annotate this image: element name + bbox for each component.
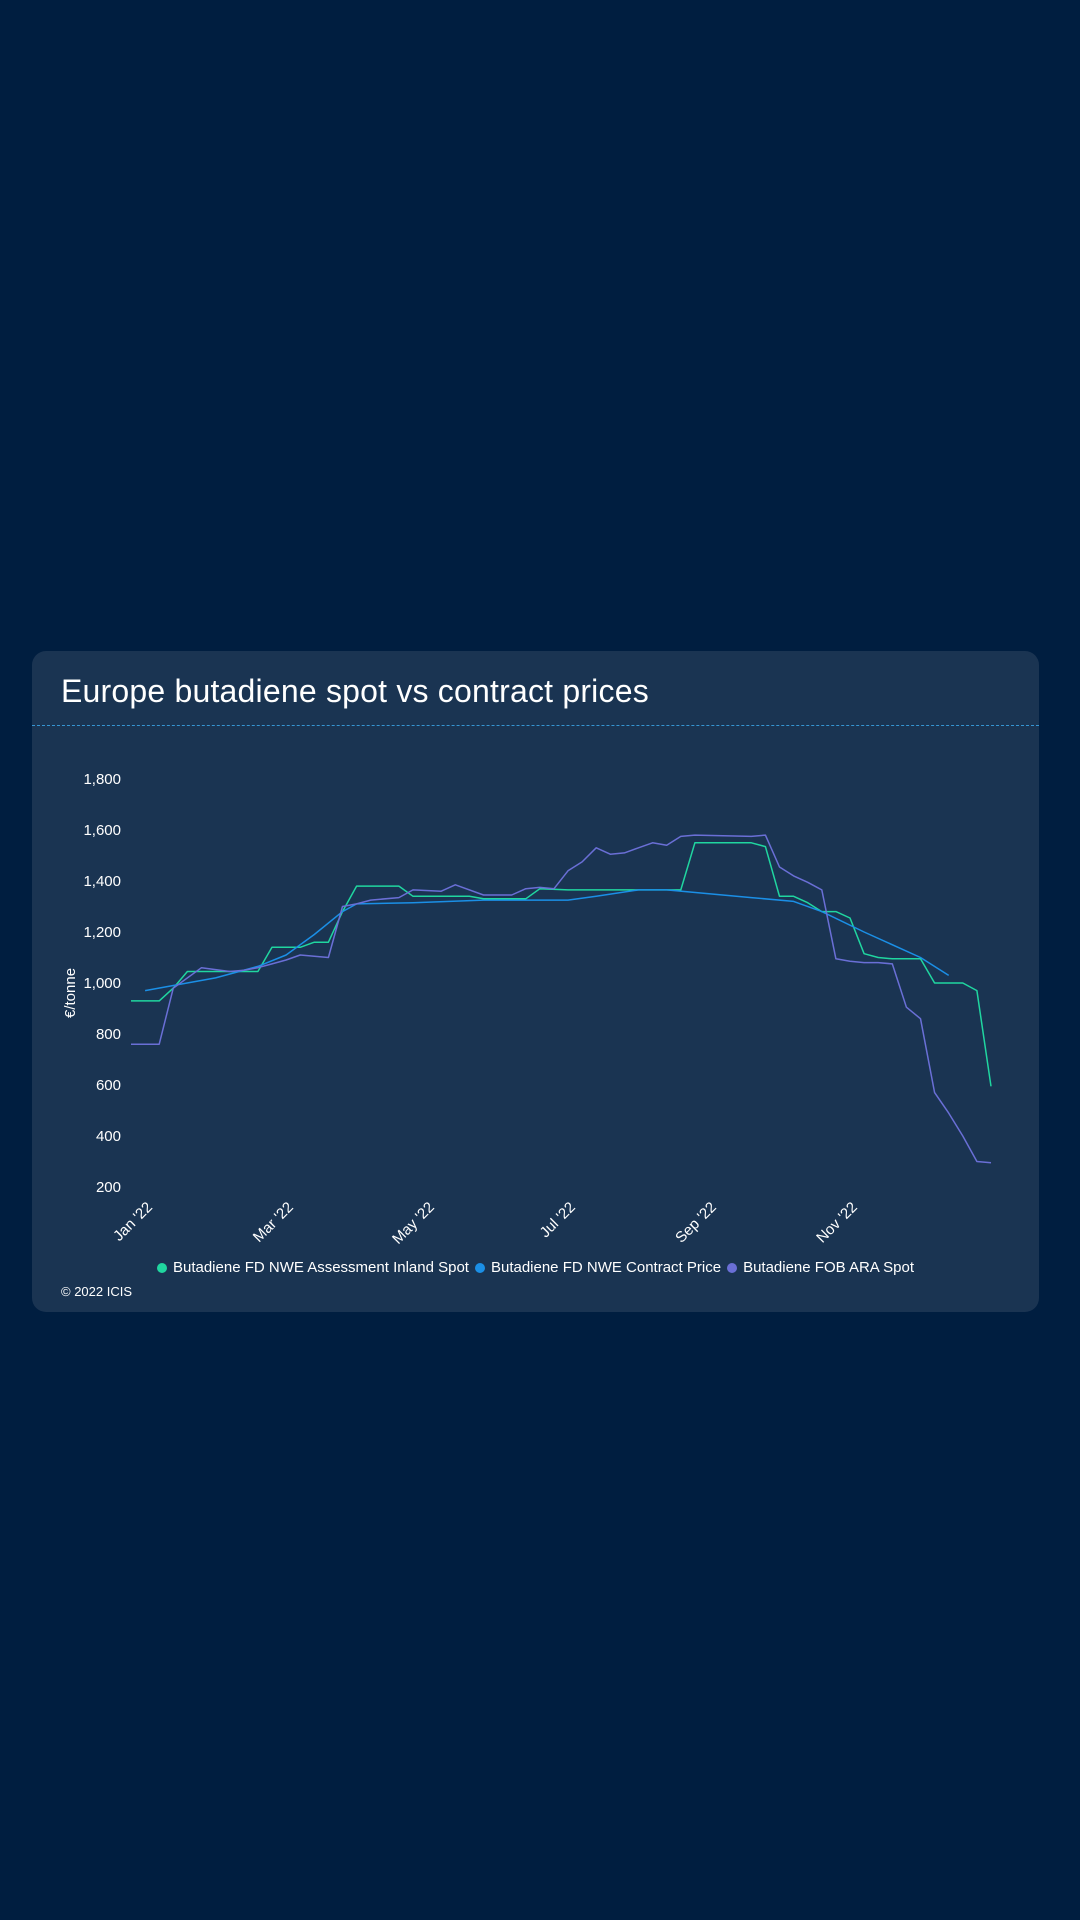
x-tick-label: Mar '22 xyxy=(250,1199,297,1246)
x-tick-label: May '22 xyxy=(389,1199,438,1248)
copyright-text: © 2022 ICIS xyxy=(61,1284,133,1299)
chart-legend: Butadiene FD NWE Assessment Inland Spot B… xyxy=(32,1259,1039,1276)
y-tick-label: 200 xyxy=(96,1179,121,1196)
y-tick-label: 800 xyxy=(96,1026,121,1043)
legend-dot-icon xyxy=(474,1262,485,1273)
line-chart: 200 400 600 800 1,000 1,200 1,400 1,600 1,800 €/t… xyxy=(62,771,992,1248)
y-tick-label: 1,600 xyxy=(83,822,121,839)
x-tick-label: Nov '22 xyxy=(813,1199,861,1247)
title-divider xyxy=(32,725,1039,726)
legend-item-3: Butadiene FOB ARA Spot xyxy=(727,1259,914,1276)
series-line-3 xyxy=(131,834,992,1164)
legend-label: Butadiene FD NWE Contract Price xyxy=(490,1259,722,1276)
x-tick-label: Jan '22 xyxy=(110,1199,156,1245)
legend-label: Butadiene FOB ARA Spot xyxy=(743,1259,915,1276)
chart-title: Europe butadiene spot vs contract prices xyxy=(61,673,649,709)
legend-label: Butadiene FD NWE Assessment Inland Spot xyxy=(172,1259,469,1276)
legend-item-1: Butadiene FD NWE Assessment Inland Spot xyxy=(156,1259,469,1276)
y-tick-label: 400 xyxy=(96,1128,121,1145)
chart-card: Europe butadiene spot vs contract prices… xyxy=(32,651,1039,1312)
y-axis-label: €/tonne xyxy=(62,968,79,1018)
legend-dot-icon xyxy=(156,1262,167,1273)
x-tick-label: Sep '22 xyxy=(672,1199,720,1247)
y-tick-label: 1,200 xyxy=(83,924,121,941)
series-line-2 xyxy=(144,889,950,992)
y-tick-label: 1,400 xyxy=(83,873,121,890)
y-tick-label: 600 xyxy=(96,1077,121,1094)
legend-item-2: Butadiene FD NWE Contract Price xyxy=(474,1259,722,1276)
y-tick-label: 1,000 xyxy=(83,975,121,992)
legend-dot-icon xyxy=(727,1262,738,1273)
x-tick-label: Jul '22 xyxy=(537,1199,579,1241)
y-tick-label: 1,800 xyxy=(83,771,121,788)
series-line-1 xyxy=(131,842,992,1087)
